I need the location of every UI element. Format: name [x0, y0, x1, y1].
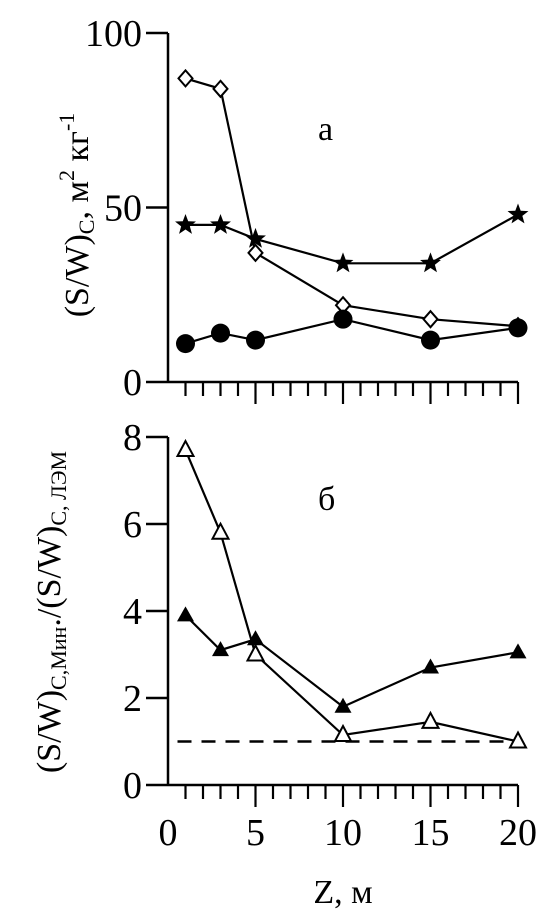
panel-b-y-axis-title: (S/W)C,Мин./(S/W)C, ЛЭМ [31, 451, 71, 773]
panel-a-series-0-point [422, 309, 439, 329]
panel-a: 0 50 100 а (S/W)C, м2 кг-1 [54, 13, 529, 404]
panel-b-x-tick-label: 20 [499, 812, 536, 854]
panel-a-axes: 0 50 100 [85, 13, 520, 404]
panel-a-series-2-point [421, 330, 440, 350]
panel-b-x-tick-label: 10 [324, 812, 362, 854]
panel-a-series-1-point [175, 213, 196, 234]
panel-a-series [175, 68, 529, 354]
panel-a-ylabel-sup1: 2 [54, 170, 79, 181]
panel-b-axes: 0 2 4 6 8 0 5 10 15 20 [123, 417, 536, 854]
x-axis-title: Z, м [313, 874, 372, 911]
panel-a-series-1-point [420, 252, 441, 273]
panel-a-series-2-point [246, 330, 265, 350]
panel-b-series-1-point [212, 641, 229, 657]
panel-b-series-1-point [247, 630, 264, 646]
panel-b-ylabel-sub1: C,Мин [46, 626, 71, 690]
panel-a-ylabel-unit-mid: кг [59, 131, 96, 170]
panel-a-ylabel-main: (S/W) [59, 234, 96, 317]
panel-b-x-tick-label: 5 [246, 812, 265, 854]
panel-a-series-2-point [211, 323, 230, 343]
panel-a-series-0-line [185, 77, 519, 328]
panel-b-ylabel-sub2: C, ЛЭМ [46, 451, 71, 526]
panel-b-series-0-point [210, 521, 231, 540]
panel-a-series-0-point [247, 243, 264, 263]
panel-b-y-tick-label: 4 [123, 591, 142, 633]
panel-a-series-2-point [508, 318, 528, 338]
panel-b-x-tick-label: 0 [159, 812, 178, 854]
panel-a-y-tick-label: 50 [104, 188, 142, 230]
panel-a-series-2-point [176, 334, 195, 354]
panel-a-series-0-point [177, 68, 194, 88]
panel-a-series-1-line [185, 213, 519, 265]
panel-a-ylabel-sup2: -1 [54, 113, 79, 131]
panel-a-series-1-point [507, 203, 529, 224]
panel-a-y-tick-label: 100 [85, 13, 142, 55]
panel-a-ylabel-sub: C [74, 220, 99, 235]
panel-b-series-1-point [509, 643, 527, 659]
panel-a-series-1-point [210, 213, 231, 234]
panel-b-series-0-point [245, 643, 266, 662]
panel-b-label: б [318, 481, 335, 518]
panel-a-label: а [318, 111, 333, 148]
panel-b-x-tick-label: 15 [412, 812, 450, 854]
panel-a-y-axis-title: (S/W)C, м2 кг-1 [54, 113, 99, 318]
panel-b-series-1-point [334, 697, 352, 713]
panel-b-series-0-point [175, 438, 196, 458]
panel-a-series-0-point [212, 79, 229, 99]
panel-b-series-0-point [420, 710, 441, 729]
panel-b-ylabel-pre: (S/W) [31, 690, 68, 773]
panel-b-series [175, 438, 528, 749]
panel-b-series-0-point [508, 730, 528, 749]
panel-a-series-1-point [332, 252, 354, 273]
panel-b-y-tick-label: 8 [123, 417, 142, 459]
panel-a-series-1-point [245, 227, 266, 248]
panel-a-ylabel-unit-pre: , м [59, 181, 96, 220]
panel-b-series-1-point [177, 606, 194, 622]
panel-b-series-0-line [184, 449, 519, 743]
panel-b-series-1-line [184, 614, 519, 708]
panel-b-series-0-point [333, 723, 353, 742]
panel-b-y-tick-label: 0 [123, 765, 142, 807]
panel-b-series-1-point [422, 658, 439, 674]
panel-b-y-tick-label: 2 [123, 678, 142, 720]
panel-a-y-tick-label: 0 [123, 362, 142, 404]
panel-b-ylabel-mid: ./(S/W) [31, 526, 68, 627]
panel-a-series-2-point [333, 309, 353, 329]
panel-b-y-tick-label: 6 [123, 504, 142, 546]
